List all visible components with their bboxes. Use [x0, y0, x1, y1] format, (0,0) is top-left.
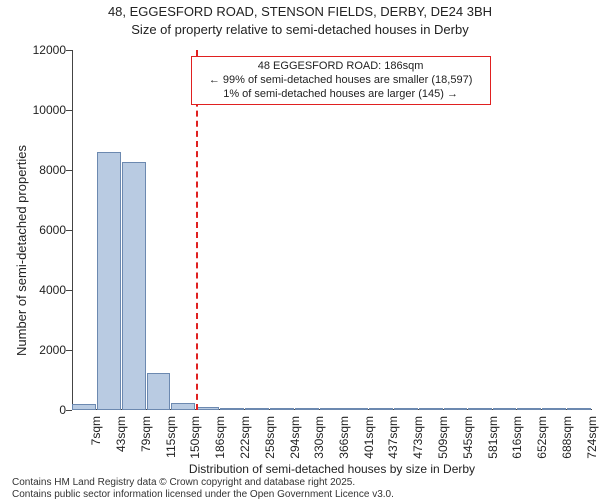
- histogram-bar: [419, 408, 443, 410]
- y-tick-mark: [66, 50, 72, 51]
- histogram-bar: [122, 162, 146, 410]
- y-tick-label: 6000: [22, 223, 66, 237]
- y-tick-label: 4000: [22, 283, 66, 297]
- plot-area: 0200040006000800010000120007sqm43sqm79sq…: [72, 50, 592, 410]
- y-tick-mark: [66, 110, 72, 111]
- histogram-bar: [147, 373, 171, 411]
- y-tick-mark: [66, 170, 72, 171]
- y-tick-mark: [66, 410, 72, 411]
- callout-line3: 1% of semi-detached houses are larger (1…: [198, 88, 484, 102]
- chart-title-line1: 48, EGGESFORD ROAD, STENSON FIELDS, DERB…: [0, 4, 600, 19]
- histogram-bar: [320, 408, 344, 410]
- callout-line2: ← 99% of semi-detached houses are smalle…: [198, 74, 484, 88]
- histogram-bar: [394, 408, 418, 410]
- y-axis-label-wrap: Number of semi-detached properties: [12, 0, 30, 500]
- histogram-bar: [196, 407, 220, 410]
- histogram-bar: [493, 408, 517, 410]
- y-tick-label: 8000: [22, 163, 66, 177]
- histogram-bar: [369, 408, 393, 410]
- histogram-bar: [171, 403, 195, 411]
- footer-line1: Contains HM Land Registry data © Crown c…: [12, 477, 355, 488]
- histogram-bar: [270, 408, 294, 410]
- y-axis-line: [72, 50, 73, 410]
- y-tick-mark: [66, 230, 72, 231]
- y-tick-label: 2000: [22, 343, 66, 357]
- histogram-bar: [245, 408, 269, 410]
- histogram-bar: [468, 408, 492, 410]
- y-tick-mark: [66, 350, 72, 351]
- histogram-bar: [567, 408, 591, 410]
- y-tick-label: 10000: [22, 103, 66, 117]
- histogram-bar: [542, 408, 566, 410]
- y-tick-label: 12000: [22, 43, 66, 57]
- histogram-bar: [220, 408, 244, 410]
- x-axis-label: Distribution of semi-detached houses by …: [72, 462, 592, 476]
- histogram-bar: [444, 408, 468, 410]
- footer-line2: Contains public sector information licen…: [12, 489, 394, 500]
- histogram-bar: [72, 404, 96, 410]
- histogram-bar: [344, 408, 368, 410]
- chart-title-line2: Size of property relative to semi-detach…: [0, 22, 600, 37]
- y-tick-label: 0: [22, 403, 66, 417]
- callout-line1: 48 EGGESFORD ROAD: 186sqm: [198, 60, 484, 74]
- y-tick-mark: [66, 290, 72, 291]
- histogram-bar: [97, 152, 121, 410]
- callout-box: 48 EGGESFORD ROAD: 186sqm← 99% of semi-d…: [191, 56, 491, 105]
- histogram-bar: [517, 408, 541, 410]
- histogram-chart: 48, EGGESFORD ROAD, STENSON FIELDS, DERB…: [0, 0, 600, 500]
- histogram-bar: [295, 408, 319, 410]
